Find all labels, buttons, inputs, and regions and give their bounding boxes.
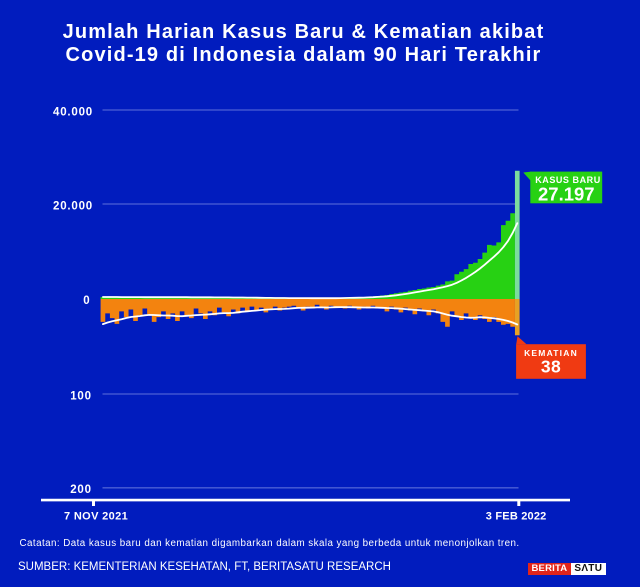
svg-text:40.000: 40.000 — [53, 107, 93, 119]
svg-text:200: 200 — [70, 484, 92, 496]
svg-text:38: 38 — [541, 356, 561, 376]
svg-text:100: 100 — [70, 390, 92, 402]
svg-text:KASUS BARU: KASUS BARU — [535, 175, 601, 185]
svg-text:3 FEB 2022: 3 FEB 2022 — [486, 510, 547, 522]
svg-text:KEMATIAN: KEMATIAN — [524, 348, 578, 358]
svg-text:0: 0 — [83, 295, 90, 307]
svg-text:20.000: 20.000 — [53, 201, 93, 213]
svg-text:7 NOV 2021: 7 NOV 2021 — [64, 510, 128, 522]
svg-text:27.197: 27.197 — [538, 184, 595, 205]
